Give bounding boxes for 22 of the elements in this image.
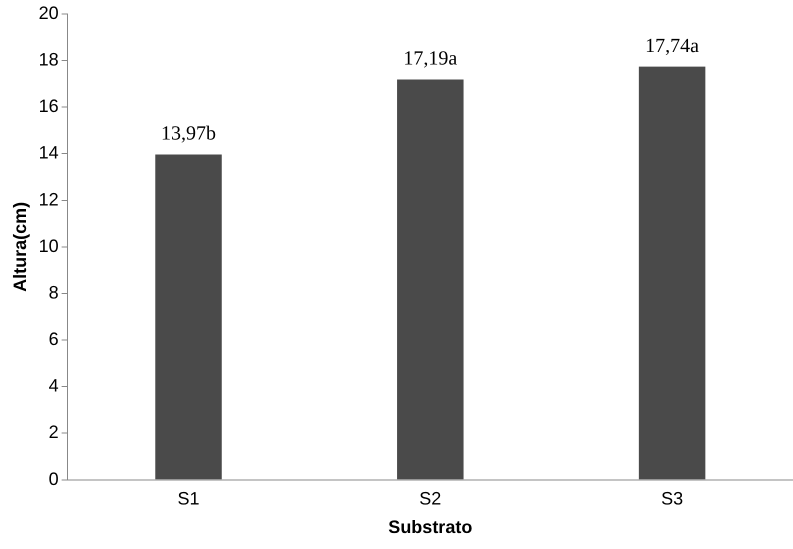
y-axis-title: Altura(cm) [10, 202, 30, 292]
y-tick-label: 14 [38, 142, 59, 163]
bar [397, 79, 464, 480]
y-tick-label: 10 [38, 236, 59, 256]
data-label: 17,74a [645, 34, 700, 57]
y-tick-label: 12 [38, 189, 59, 210]
y-tick-label: 6 [48, 329, 59, 350]
data-label: 17,19a [403, 48, 458, 70]
bar [638, 66, 706, 480]
x-tick-label: S2 [419, 488, 442, 509]
x-tick-label: S1 [178, 488, 200, 509]
x-tick-label: S3 [661, 488, 684, 509]
y-tick-label: 0 [48, 468, 59, 489]
y-tick-label: 18 [38, 50, 59, 70]
bar [155, 154, 222, 480]
y-tick-label: 4 [48, 376, 59, 396]
data-label: 13,97b [161, 122, 216, 145]
y-tick-label: 8 [48, 282, 59, 302]
y-tick-label: 16 [38, 96, 59, 116]
y-tick-label: 2 [48, 422, 59, 442]
y-tick-label: 20 [38, 2, 59, 23]
x-axis-title: Substrato [388, 517, 472, 538]
